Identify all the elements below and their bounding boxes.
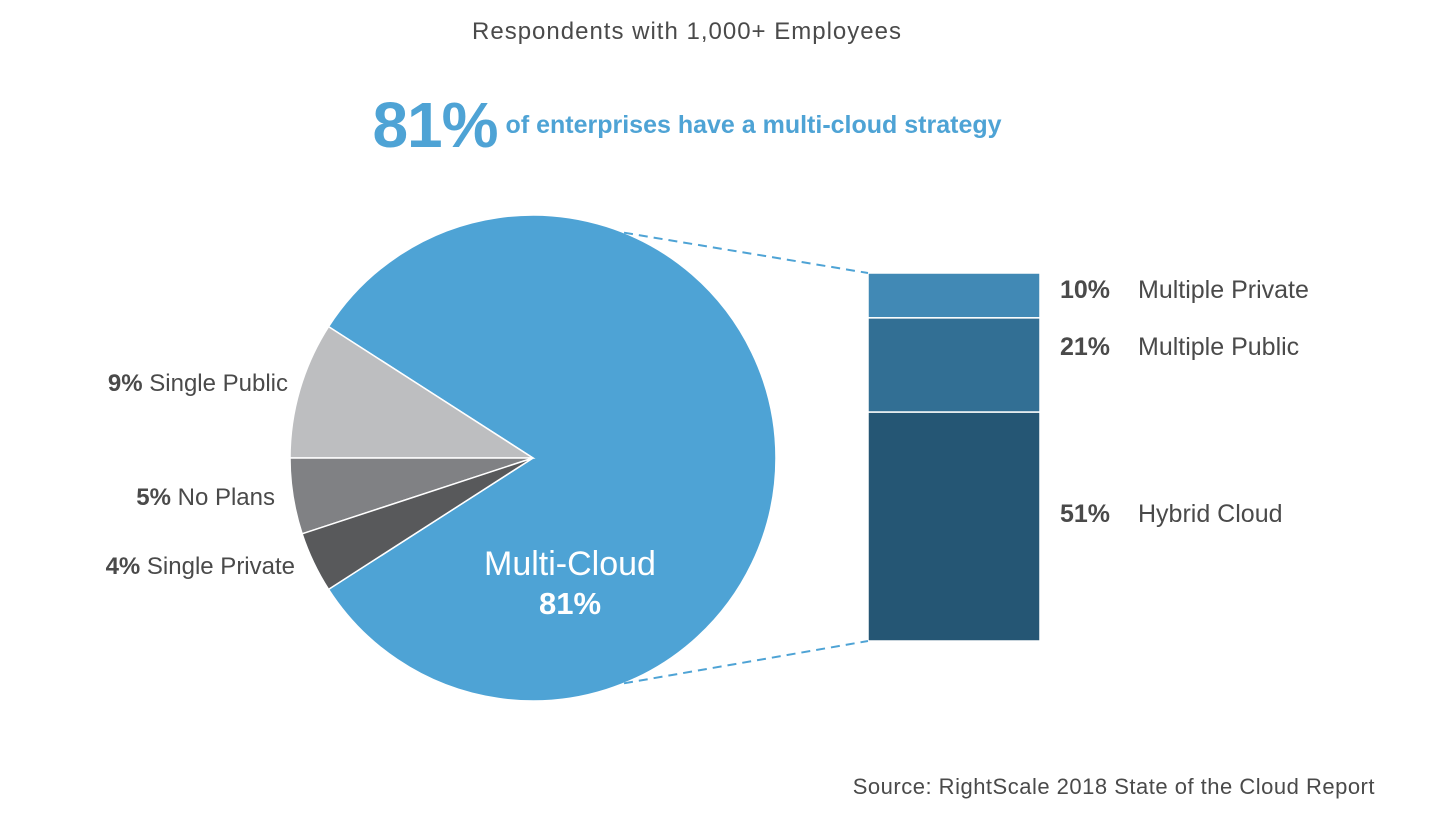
source-note: Source: RightScale 2018 State of the Clo…: [852, 774, 1375, 799]
label-multiple-public: 21% Multiple Public: [1060, 333, 1299, 362]
label-single-private-pct: 4%: [105, 553, 141, 580]
label-multiple-public-pct: 21%: [1060, 333, 1111, 361]
connector-top: [623, 231, 869, 274]
pie-slice-single-public: [289, 325, 536, 459]
chart-subtitle: Respondents with 1,000+ Employees: [472, 18, 902, 45]
label-single-public: 9% Single Public: [108, 370, 288, 398]
multi-cloud-name: Multi-Cloud: [484, 545, 656, 583]
headline-text: of enterprises have a multi-cloud strate…: [505, 110, 1002, 139]
label-single-private-name: Single Private: [146, 553, 295, 580]
label-multiple-private-name: Multiple Private: [1138, 276, 1309, 304]
label-multiple-private: 10% Multiple Private: [1060, 276, 1309, 305]
label-multiple-public-name: Multiple Public: [1138, 333, 1300, 361]
connector-bottom: [623, 640, 869, 685]
label-no-plans-pct: 5%: [136, 484, 171, 511]
label-multiple-private-pct: 10%: [1060, 276, 1111, 304]
label-hybrid-cloud-name: Hybrid Cloud: [1138, 500, 1283, 528]
label-single-public-name: Single Public: [149, 370, 288, 397]
headline-percent: 81%: [372, 89, 498, 161]
bar-segment-multiple-public: [867, 317, 1041, 413]
label-hybrid-cloud-pct: 51%: [1060, 500, 1111, 528]
label-single-private: 4% Single Private: [106, 553, 295, 581]
pie-slice-single-private: [301, 457, 534, 591]
multi-cloud-pct: 81%: [538, 586, 602, 621]
label-single-public-pct: 9%: [107, 370, 143, 397]
bar-segment-multiple-private: [867, 272, 1041, 319]
label-no-plans: 5% No Plans: [136, 484, 275, 512]
label-no-plans-name: No Plans: [177, 484, 275, 511]
label-hybrid-cloud: 51% Hybrid Cloud: [1060, 500, 1283, 529]
pie-slice-multi-cloud: [327, 214, 777, 702]
multi-cloud-label: Multi-Cloud 81%: [440, 545, 700, 622]
bar-segment-hybrid-cloud: [867, 411, 1041, 642]
headline: 81% of enterprises have a multi-cloud str…: [0, 88, 1374, 162]
